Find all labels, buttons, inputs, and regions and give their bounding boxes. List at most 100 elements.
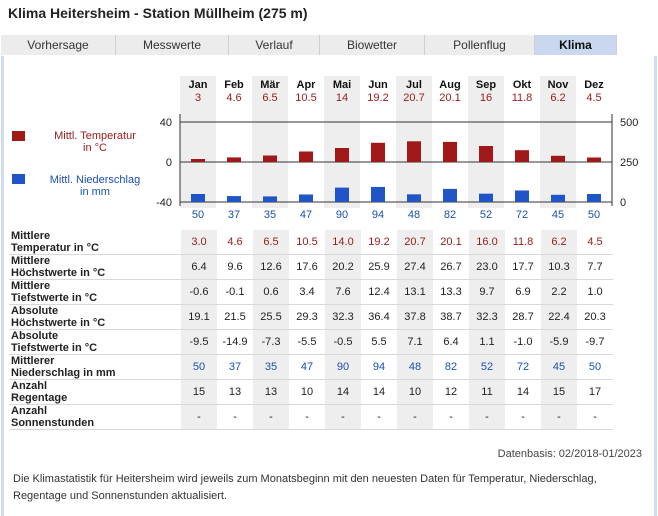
table-cell: 37 xyxy=(217,354,253,380)
data-basis: Datenbasis: 02/2018-01/2023 xyxy=(497,448,642,460)
row-label: Mittlerer Niederschlag in mm xyxy=(9,354,181,380)
page-title: Klima Heitersheim - Station Müllheim (27… xyxy=(8,5,308,21)
table-cell: 14.0 xyxy=(325,230,361,255)
temp-data-label: 6.5 xyxy=(262,92,277,104)
climate-table: Mittlere Temperatur in °C 3.0 4.6 6.5 10.5 14.… xyxy=(9,230,613,430)
precip-data-label: 90 xyxy=(336,209,348,221)
precip-bar xyxy=(191,194,205,202)
table-cell: 17.6 xyxy=(289,254,325,280)
tab-vorhersage[interactable]: Vorhersage xyxy=(1,35,116,55)
table-cell: 20.7 xyxy=(397,230,433,255)
table-cell: -9.7 xyxy=(577,329,613,355)
table-cell: - xyxy=(325,404,361,430)
precip-data-label: 35 xyxy=(264,209,276,221)
temp-bar xyxy=(299,151,313,162)
month-label: Okt xyxy=(513,79,532,91)
table-cell: 20.3 xyxy=(577,304,613,330)
y-right-tick-label: 0 xyxy=(620,197,626,209)
month-label: Nov xyxy=(548,79,570,91)
table-cell: 6.9 xyxy=(505,279,541,305)
temp-bar xyxy=(587,157,601,162)
row-label: Mittlere Temperatur in °C xyxy=(9,230,181,255)
y-right-tick-label: 500 xyxy=(620,117,638,129)
table-cell: -5.9 xyxy=(541,329,577,355)
climate-panel: 40 0 -40 500 250 0 Jan 3 50 Feb 4.6 37 Mär 6.5 35 Apr 10… xyxy=(1,56,657,516)
precip-data-label: 72 xyxy=(516,209,528,221)
temp-data-label: 4.6 xyxy=(226,92,241,104)
table-cell: 6.4 xyxy=(433,329,469,355)
precip-data-label: 52 xyxy=(480,209,492,221)
table-cell: 37.8 xyxy=(397,304,433,330)
table-cell: 3.0 xyxy=(181,230,217,255)
table-cell: 21.5 xyxy=(217,304,253,330)
precip-bar xyxy=(443,188,457,202)
temp-data-label: 3 xyxy=(195,92,201,104)
table-row: Mittlerer Niederschlag in mm 50 37 35 47 90 94 4… xyxy=(9,354,613,380)
y-left-tick-label: -40 xyxy=(156,197,172,209)
table-cell: 90 xyxy=(325,354,361,380)
tab-messwerte[interactable]: Messwerte xyxy=(116,35,229,55)
table-row: Mittlere Tiefstwerte in °C -0.6 -0.1 0.6 3.4 7… xyxy=(9,279,613,305)
table-cell: 10.3 xyxy=(541,254,577,280)
table-cell: 11 xyxy=(469,379,505,405)
tab-pollenflug[interactable]: Pollenflug xyxy=(425,35,535,55)
precip-data-label: 47 xyxy=(300,209,312,221)
column-shade xyxy=(180,76,216,208)
table-cell: 12 xyxy=(433,379,469,405)
table-cell: 20.2 xyxy=(325,254,361,280)
table-cell: 10.5 xyxy=(289,230,325,255)
table-cell: - xyxy=(541,404,577,430)
legend-temp-swatch xyxy=(12,131,25,141)
table-cell: - xyxy=(181,404,217,430)
column-shade xyxy=(252,76,288,208)
temp-bar xyxy=(335,148,349,162)
table-cell: -14.9 xyxy=(217,329,253,355)
table-cell: 38.7 xyxy=(433,304,469,330)
table-cell: -0.1 xyxy=(217,279,253,305)
month-label: Aug xyxy=(439,79,460,91)
y-left-tick-label: 40 xyxy=(160,117,172,129)
table-cell: 32.3 xyxy=(469,304,505,330)
table-cell: 28.7 xyxy=(505,304,541,330)
precip-bar xyxy=(371,186,385,202)
table-cell: 36.4 xyxy=(361,304,397,330)
temp-data-label: 20.7 xyxy=(403,92,424,104)
precip-data-label: 50 xyxy=(588,209,600,221)
row-label: Anzahl Regentage xyxy=(9,379,181,405)
temp-data-label: 10.5 xyxy=(295,92,316,104)
table-cell: 6.2 xyxy=(541,230,577,255)
table-cell: 48 xyxy=(397,354,433,380)
precip-data-label: 45 xyxy=(552,209,564,221)
table-cell: 12.6 xyxy=(253,254,289,280)
temp-bar xyxy=(263,155,277,162)
tab-biowetter[interactable]: Biowetter xyxy=(320,35,425,55)
table-cell: 10 xyxy=(289,379,325,405)
precip-bar xyxy=(479,193,493,202)
temp-bar xyxy=(371,142,385,162)
table-cell: 20.1 xyxy=(433,230,469,255)
table-cell: 14 xyxy=(325,379,361,405)
table-cell: 22.4 xyxy=(541,304,577,330)
table-cell: 29.3 xyxy=(289,304,325,330)
table-cell: - xyxy=(505,404,541,430)
table-cell: 17.7 xyxy=(505,254,541,280)
precip-bar xyxy=(227,196,241,202)
row-label: Anzahl Sonnenstunden xyxy=(9,404,181,430)
table-row: Absolute Tiefstwerte in °C -9.5 -14.9 -7.3 -5… xyxy=(9,329,613,355)
tab-klima[interactable]: Klima xyxy=(535,35,617,55)
tab-verlauf[interactable]: Verlauf xyxy=(229,35,320,55)
row-label: Mittlere Tiefstwerte in °C xyxy=(9,279,181,305)
month-label: Jun xyxy=(368,79,388,91)
table-cell: 11.8 xyxy=(505,230,541,255)
table-cell: - xyxy=(253,404,289,430)
table-cell: 13.1 xyxy=(397,279,433,305)
temp-data-label: 11.8 xyxy=(512,92,533,104)
precip-data-label: 37 xyxy=(228,209,240,221)
precip-bar xyxy=(335,187,349,202)
table-cell: 12.4 xyxy=(361,279,397,305)
table-cell: - xyxy=(469,404,505,430)
table-cell: 15 xyxy=(181,379,217,405)
precip-bar xyxy=(299,194,313,202)
temp-data-label: 4.5 xyxy=(586,92,601,104)
